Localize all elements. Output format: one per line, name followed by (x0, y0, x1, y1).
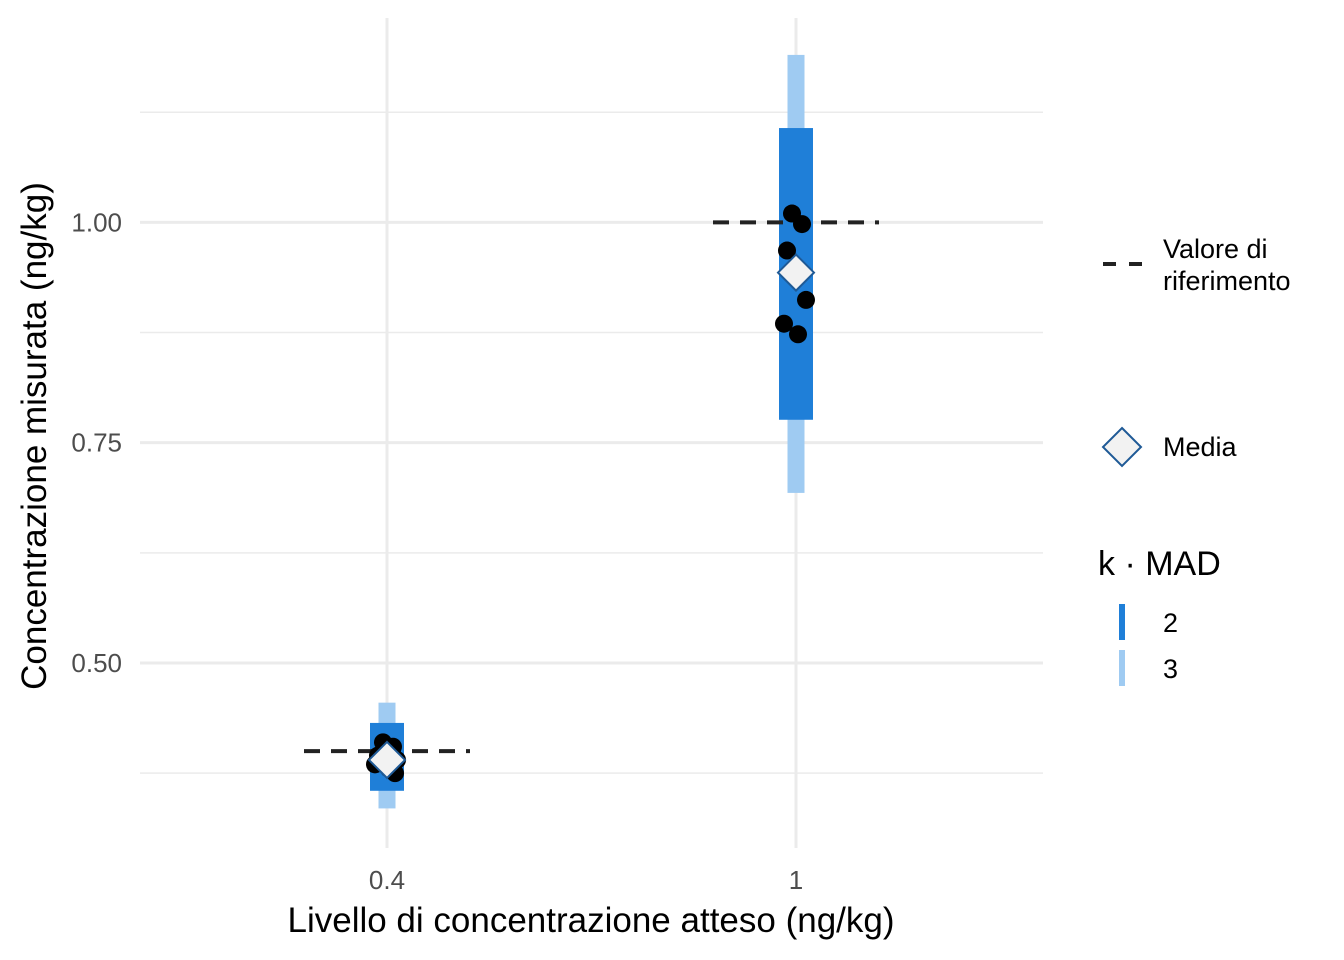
mean-diamond (776, 253, 816, 292)
plot-area (304, 54, 879, 809)
y-axis-ticks: 0.50 0.75 1.00 (71, 207, 122, 678)
measurement-point (789, 325, 807, 344)
measurement-point (775, 314, 793, 333)
legend-k3-label: 3 (1163, 654, 1178, 684)
legend-k2-label: 2 (1163, 608, 1178, 638)
y-axis-title: Concentrazione misurata (ng/kg) (15, 182, 54, 690)
legend-k2-swatch (1119, 604, 1125, 640)
x-axis-title: Livello di concentrazione atteso (ng/kg) (287, 901, 894, 940)
mean-diamond (367, 740, 407, 780)
legend-mad-title: k · MAD (1098, 545, 1221, 583)
legend: Valore di riferimento Media k · MAD 2 3 (1098, 234, 1291, 686)
group-1 (713, 54, 879, 493)
measurement-point (797, 290, 815, 309)
measurement-point (793, 215, 811, 234)
legend-reference-label-line1: Valore di (1163, 234, 1268, 264)
y-tick-label: 0.50 (71, 648, 122, 678)
y-tick-label: 1.00 (71, 207, 122, 237)
legend-k3-swatch (1119, 650, 1125, 686)
legend-mean-label: Media (1163, 432, 1238, 462)
x-tick-label: 0.4 (369, 865, 405, 895)
x-axis-ticks: 0.4 1 (369, 865, 803, 895)
y-tick-label: 0.75 (71, 428, 122, 458)
legend-mean-diamond-icon (1101, 426, 1143, 468)
measurement-point (778, 241, 796, 260)
x-tick-label: 1 (789, 865, 803, 895)
legend-reference-label-line2: riferimento (1163, 266, 1291, 296)
grid-lines (140, 18, 1043, 848)
group-0.4 (304, 702, 470, 809)
